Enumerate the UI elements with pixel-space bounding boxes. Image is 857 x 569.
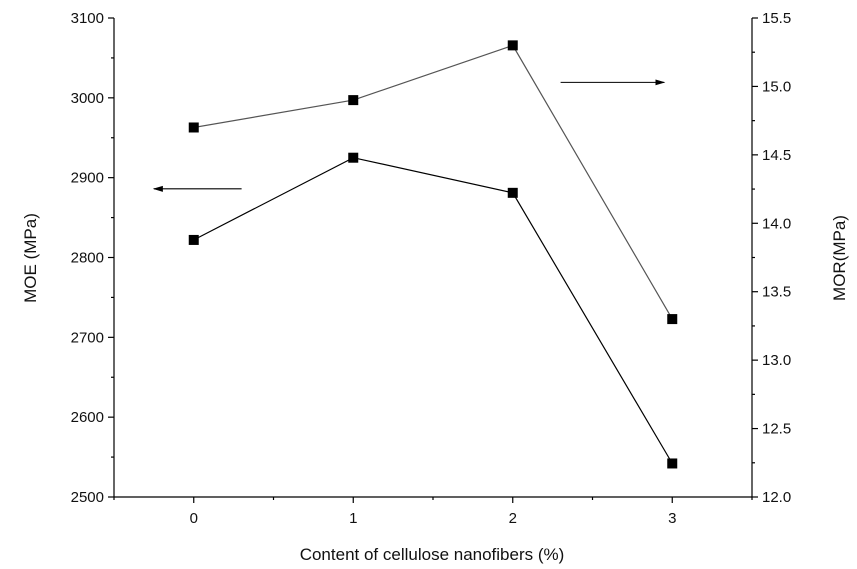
right-y-tick-label: 14.0 [762, 215, 791, 232]
x-axis: 0 1 2 3 [113, 497, 753, 527]
right-y-tick-label: 12.5 [762, 421, 791, 438]
data-point-right [507, 40, 518, 51]
left-y-tick-label: 2700 [71, 329, 104, 346]
data-point-right [667, 314, 678, 325]
right-y-tick-label: 14.5 [762, 147, 791, 164]
right-y-tick-label: 13.5 [762, 284, 791, 301]
right-y-tick-label: 12.0 [762, 489, 791, 506]
left-y-tick-label: 2800 [71, 250, 104, 267]
data-point-right [348, 95, 359, 106]
x-tick-label: 3 [668, 510, 676, 527]
right-y-axis: 12.0 12.5 13.0 13.5 14.0 14.5 15.0 15.5 [752, 10, 791, 506]
left-y-axis: 2500 2600 2700 2800 2900 3000 3100 [71, 10, 114, 506]
plot-frame [113, 18, 753, 498]
x-tick-label: 1 [349, 510, 357, 527]
x-tick-label: 0 [190, 510, 198, 527]
right-y-tick-label: 13.0 [762, 352, 791, 369]
left-y-tick-label: 2900 [71, 170, 104, 187]
x-axis-title: Content of cellulose nanofibers (%) [300, 545, 565, 564]
series-left-line [193, 157, 673, 464]
right-y-axis-title: MOR(MPa) [830, 215, 849, 301]
left-y-tick-label: 3100 [71, 10, 104, 27]
annotation-layer [152, 79, 666, 192]
series-right-line [193, 44, 673, 320]
left-y-tick-label: 3000 [71, 90, 104, 107]
left-y-tick-label: 2600 [71, 409, 104, 426]
x-tick-label: 2 [509, 510, 517, 527]
data-point-left [188, 234, 199, 245]
series-layer [188, 40, 678, 469]
data-point-left [667, 458, 678, 469]
data-point-right [188, 122, 199, 133]
right-y-tick-label: 15.0 [762, 78, 791, 95]
right-y-tick-label: 15.5 [762, 10, 791, 27]
data-point-left [348, 152, 359, 163]
left-y-axis-title: MOE (MPa) [21, 213, 40, 303]
left-y-tick-label: 2500 [71, 489, 104, 506]
data-point-left [507, 187, 518, 198]
